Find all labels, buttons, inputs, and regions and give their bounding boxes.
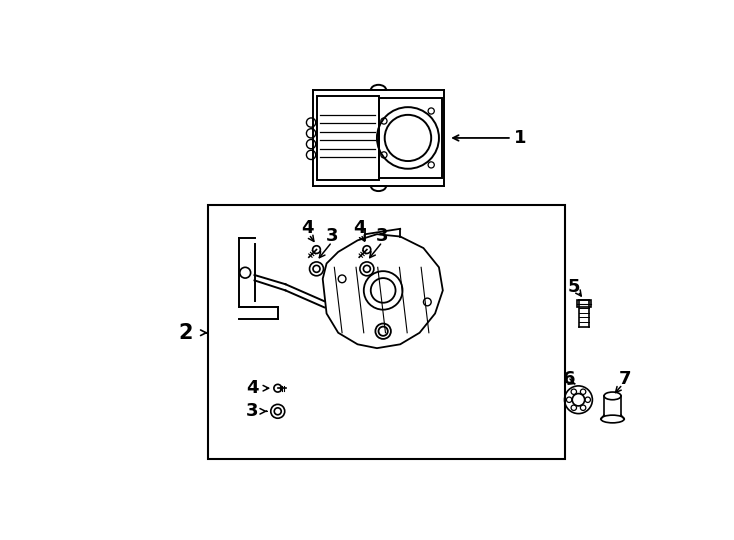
Text: 4: 4 (301, 219, 313, 237)
Text: 4: 4 (353, 219, 366, 237)
Bar (577, 300, 591, 307)
Text: 6: 6 (563, 370, 575, 388)
Text: 2: 2 (178, 323, 192, 343)
Text: 1: 1 (514, 129, 526, 147)
Bar (208, 205, 564, 459)
Text: 3: 3 (376, 227, 388, 245)
Text: 3: 3 (246, 402, 258, 420)
Text: 4: 4 (246, 379, 258, 397)
Text: 5: 5 (567, 278, 580, 295)
Text: 3: 3 (326, 227, 338, 245)
Text: 7: 7 (619, 370, 631, 388)
